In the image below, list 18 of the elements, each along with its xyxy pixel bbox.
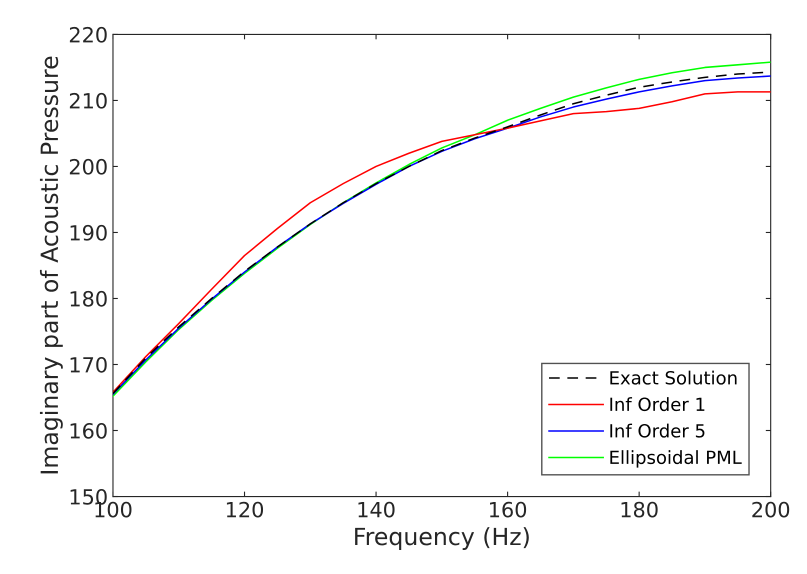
y-tick-label: 170 — [70, 356, 107, 373]
y-tick-label: 180 — [70, 290, 107, 307]
y-tick-label: 200 — [70, 158, 107, 175]
x-tick-label: 180 — [622, 502, 658, 518]
x-tick-label: 120 — [226, 502, 264, 518]
legend-label: Inf Order 1 — [610, 397, 704, 412]
y-tick-label: 210 — [70, 92, 107, 109]
x-tick-label: 160 — [490, 502, 526, 518]
legend-label: Ellipsoidal PML — [610, 450, 742, 468]
y-axis-title: Imaginary part of Acoustic Pressure — [40, 56, 63, 474]
y-tick-label: 160 — [70, 422, 107, 439]
x-axis-title: Frequency (Hz) — [355, 527, 529, 550]
x-tick-label: 140 — [358, 502, 395, 518]
x-tick-label: 200 — [752, 502, 790, 518]
y-tick-label: 190 — [70, 224, 107, 241]
y-tick-label: 220 — [70, 26, 107, 43]
legend-label: Exact Solution — [610, 370, 737, 385]
legend-label: Inf Order 5 — [610, 424, 704, 438]
